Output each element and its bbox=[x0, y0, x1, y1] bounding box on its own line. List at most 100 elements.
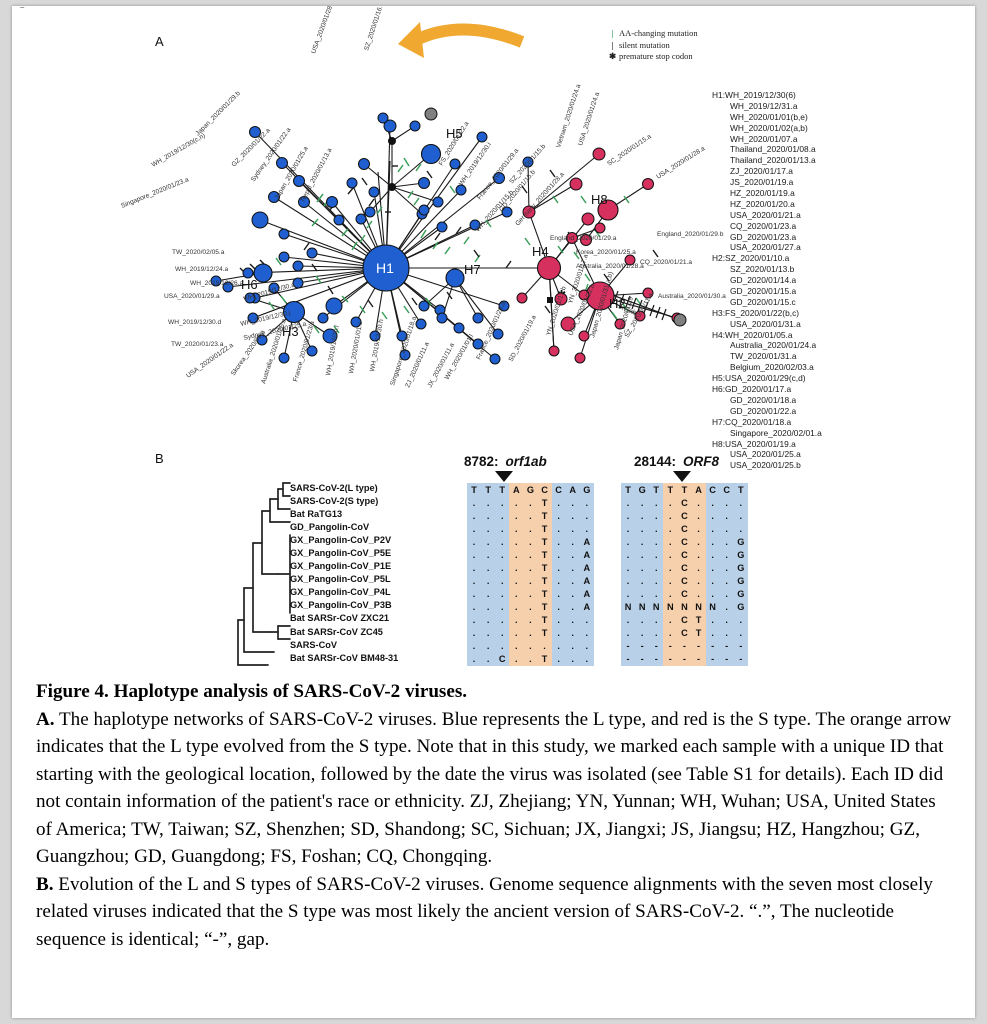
alignment-cell: . bbox=[523, 626, 538, 640]
alignment-row: .....T..A bbox=[467, 548, 594, 562]
alignment-cell: - bbox=[719, 639, 734, 653]
alignment-cell: . bbox=[663, 626, 678, 640]
alignment-cell: A bbox=[579, 587, 594, 601]
alignment-cell: . bbox=[467, 522, 482, 536]
taxon-label: GX_Pangolin-CoV_P4L bbox=[290, 587, 391, 598]
node-label-H7: H7 bbox=[464, 262, 481, 277]
alignment-row: ....C...G bbox=[621, 587, 748, 601]
block-position-orf1ab: 8782 bbox=[464, 454, 495, 469]
haplotype-member: WH_2020/01/07.a bbox=[730, 133, 798, 144]
alignment-cell: . bbox=[467, 548, 482, 562]
svg-text:USA_2020/01/28.b: USA_2020/01/28.b bbox=[310, 6, 336, 55]
alignment-cell: . bbox=[663, 613, 678, 627]
alignment-cell: G bbox=[635, 483, 650, 497]
alignment-cell: A bbox=[579, 600, 594, 614]
alignment-cell: . bbox=[523, 587, 538, 601]
alignment-cell: . bbox=[509, 613, 524, 627]
alignment-row: ....C...G bbox=[621, 548, 748, 562]
alignment-row: .....T..A bbox=[467, 561, 594, 575]
alignment-cell: . bbox=[719, 548, 734, 562]
alignment-cell: . bbox=[523, 613, 538, 627]
alignment-cell: . bbox=[495, 626, 510, 640]
caption-title: Figure 4. Haplotype analysis of SARS-CoV… bbox=[36, 678, 956, 706]
alignment-cell: . bbox=[663, 509, 678, 523]
alignment-cell: . bbox=[579, 509, 594, 523]
alignment-cell: . bbox=[579, 626, 594, 640]
svg-text:USA_2020/01/29.a: USA_2020/01/29.a bbox=[164, 293, 220, 300]
haplotype-member: HZ_2020/01/19.a bbox=[730, 188, 795, 199]
alignment-cell: . bbox=[509, 600, 524, 614]
node-label-H3: H3 bbox=[282, 324, 299, 339]
alignment-cell: . bbox=[551, 574, 566, 588]
silent-mutation-icon: | bbox=[611, 39, 614, 50]
legend-row-stop-codon: ✱ premature stop codon bbox=[606, 51, 698, 63]
alignment-cell: . bbox=[481, 561, 496, 575]
svg-text:WH_2019/12/30(c,n): WH_2019/12/30(c,n) bbox=[151, 132, 207, 168]
alignment-cell: . bbox=[705, 548, 720, 562]
alignment-cell: C bbox=[495, 652, 510, 666]
alignment-cell: . bbox=[705, 561, 720, 575]
alignment-cell: . bbox=[509, 626, 524, 640]
alignment-cell: C bbox=[677, 574, 692, 588]
legend-label-silent-mutation: silent mutation bbox=[619, 39, 670, 50]
alignment-cell: . bbox=[663, 561, 678, 575]
alignment-cell: - bbox=[663, 639, 678, 653]
alignment-cell: C bbox=[677, 561, 692, 575]
alignment-cell: . bbox=[691, 496, 706, 510]
alignment-cell: - bbox=[733, 652, 748, 666]
node-H6 bbox=[253, 263, 273, 283]
alignment-cell: . bbox=[691, 574, 706, 588]
alignment-cell: - bbox=[705, 639, 720, 653]
alignment-row: ....C.... bbox=[621, 496, 748, 510]
haplotype-group-head: H1:WH_2019/12/30(6) bbox=[712, 90, 796, 100]
alignment-row: ....C...G bbox=[621, 561, 748, 575]
alignment-cell: . bbox=[495, 561, 510, 575]
taxon-label: Bat SARSr-CoV ZXC21 bbox=[290, 613, 390, 624]
alignment-cell: . bbox=[635, 613, 650, 627]
alignment-cell: T bbox=[537, 509, 552, 523]
alignment-cell: C bbox=[677, 587, 692, 601]
alignment-cell: . bbox=[621, 548, 636, 562]
taxon-label: Bat SARSr-CoV BM48-31 bbox=[290, 652, 399, 663]
svg-text:SZ_2020/01/16.a: SZ_2020/01/16.a bbox=[12, 6, 63, 8]
alignment-cell: . bbox=[621, 613, 636, 627]
alignment-cell: . bbox=[663, 496, 678, 510]
alignment-cell: . bbox=[509, 652, 524, 666]
alignment-cell: . bbox=[705, 574, 720, 588]
node-label-H2: H2 bbox=[609, 296, 626, 311]
haplotype-group-head: H8:USA_2020/01/19.a bbox=[712, 438, 796, 449]
alignment-cell: . bbox=[719, 561, 734, 575]
svg-text:USA_2020/01/24.a: USA_2020/01/24.a bbox=[577, 91, 601, 146]
alignment-cell: - bbox=[635, 639, 650, 653]
alignment-cell: . bbox=[635, 548, 650, 562]
alignment-cell: . bbox=[467, 600, 482, 614]
haplotype-member: SZ_2020/01/13.b bbox=[730, 264, 795, 275]
taxon-label: GX_Pangolin-CoV_P1E bbox=[290, 561, 392, 572]
alignment-cell: C bbox=[677, 522, 692, 536]
alignment-cell: . bbox=[579, 652, 594, 666]
svg-text:England_2020/01/29.b: England_2020/01/29.b bbox=[657, 231, 724, 238]
svg-text:TW_2020/02/05.a: TW_2020/02/05.a bbox=[172, 249, 225, 256]
haplotype-member: Australia_2020/01/24.a bbox=[730, 340, 817, 351]
haplotype-group-head: H4:WH_2020/01/05.a bbox=[712, 329, 793, 340]
alignment-cell: T bbox=[691, 626, 706, 640]
alignment-cell: . bbox=[509, 587, 524, 601]
svg-text:USA_2020/01/28.a: USA_2020/01/28.a bbox=[655, 145, 706, 181]
alignment-cell: . bbox=[691, 561, 706, 575]
panel-b: B 8782: orf1ab 28144: ORF8 bbox=[12, 438, 975, 676]
alignment-cell: A bbox=[579, 548, 594, 562]
alignment-cell: N bbox=[663, 600, 678, 614]
alignment-cell: . bbox=[509, 496, 524, 510]
alignment-cell: . bbox=[565, 574, 580, 588]
alignment-cell: . bbox=[495, 548, 510, 562]
alignment-cell: . bbox=[523, 652, 538, 666]
haplotype-member: CQ_2020/01/23.a bbox=[730, 220, 797, 231]
caption-b-text: Evolution of the L and S types of SARS-C… bbox=[36, 873, 933, 950]
alignment-cell: . bbox=[565, 600, 580, 614]
alignment-cell: . bbox=[621, 509, 636, 523]
alignment-cell: - bbox=[663, 652, 678, 666]
alignment-cell: . bbox=[649, 574, 664, 588]
alignment-cell: . bbox=[635, 587, 650, 601]
alignment-cell: C bbox=[677, 626, 692, 640]
